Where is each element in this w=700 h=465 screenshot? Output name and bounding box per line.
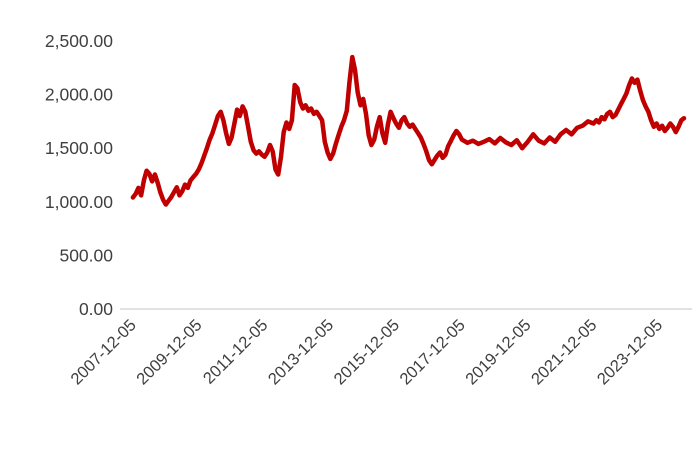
price-series-line — [130, 54, 687, 207]
y-axis-tick-label: 1,000.00 — [45, 192, 113, 212]
y-axis-tick-label: 2,000.00 — [45, 85, 113, 105]
x-axis-tick-label: 2021-12-05 — [528, 316, 600, 388]
y-axis-tick-label: 1,500.00 — [45, 138, 113, 158]
x-axis-tick-label: 2013-12-05 — [265, 316, 337, 388]
y-axis-tick-label: 500.00 — [59, 245, 113, 265]
x-axis-tick-label: 2017-12-05 — [396, 316, 468, 388]
x-axis-tick-label: 2011-12-05 — [200, 316, 272, 388]
y-axis-tick-label: 0.00 — [79, 299, 113, 319]
y-axis-tick-label: 2,500.00 — [45, 31, 113, 51]
x-axis-tick-label: 2019-12-05 — [462, 316, 534, 388]
x-axis-tick-label: 2015-12-05 — [331, 316, 403, 388]
x-axis-tick-label: 2007-12-05 — [67, 316, 139, 388]
x-axis-tick-label: 2023-12-05 — [594, 316, 666, 388]
x-axis-tick-label: 2009-12-05 — [133, 316, 205, 388]
